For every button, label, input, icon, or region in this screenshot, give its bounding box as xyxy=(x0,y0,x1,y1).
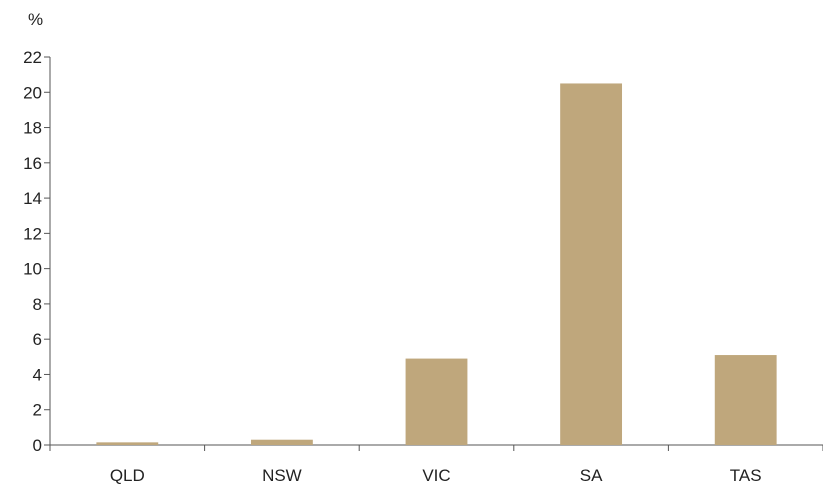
y-tick-label: 20 xyxy=(23,83,42,102)
y-tick-label: 16 xyxy=(23,154,42,173)
category-label: QLD xyxy=(110,466,145,485)
bars xyxy=(96,83,777,446)
y-axis: 0 2 4 6 8 10 12 14 16 18 20 22 xyxy=(23,48,51,455)
bar-tas xyxy=(714,355,777,445)
bar-sa xyxy=(560,83,623,446)
y-tick-label: 6 xyxy=(33,330,42,349)
y-tick-label: 22 xyxy=(23,48,42,67)
y-tick-label: 4 xyxy=(33,365,42,384)
category-label: NSW xyxy=(262,466,302,485)
x-axis xyxy=(49,444,823,451)
y-tick-label: 12 xyxy=(23,224,42,243)
bar-vic xyxy=(405,358,468,445)
y-tick-label: 8 xyxy=(33,295,42,314)
category-labels: QLD NSW VIC SA TAS xyxy=(110,466,762,485)
y-tick-label: 10 xyxy=(23,260,42,279)
category-label: SA xyxy=(580,466,603,485)
category-label: VIC xyxy=(422,466,450,485)
bar-qld xyxy=(96,442,159,445)
y-unit-label: % xyxy=(28,10,43,29)
category-label: TAS xyxy=(730,466,762,485)
y-tick-label: 18 xyxy=(23,119,42,138)
y-tick-label: 0 xyxy=(33,436,42,455)
bar-nsw xyxy=(250,439,313,445)
y-tick-label: 14 xyxy=(23,189,42,208)
y-tick-label: 2 xyxy=(33,401,42,420)
